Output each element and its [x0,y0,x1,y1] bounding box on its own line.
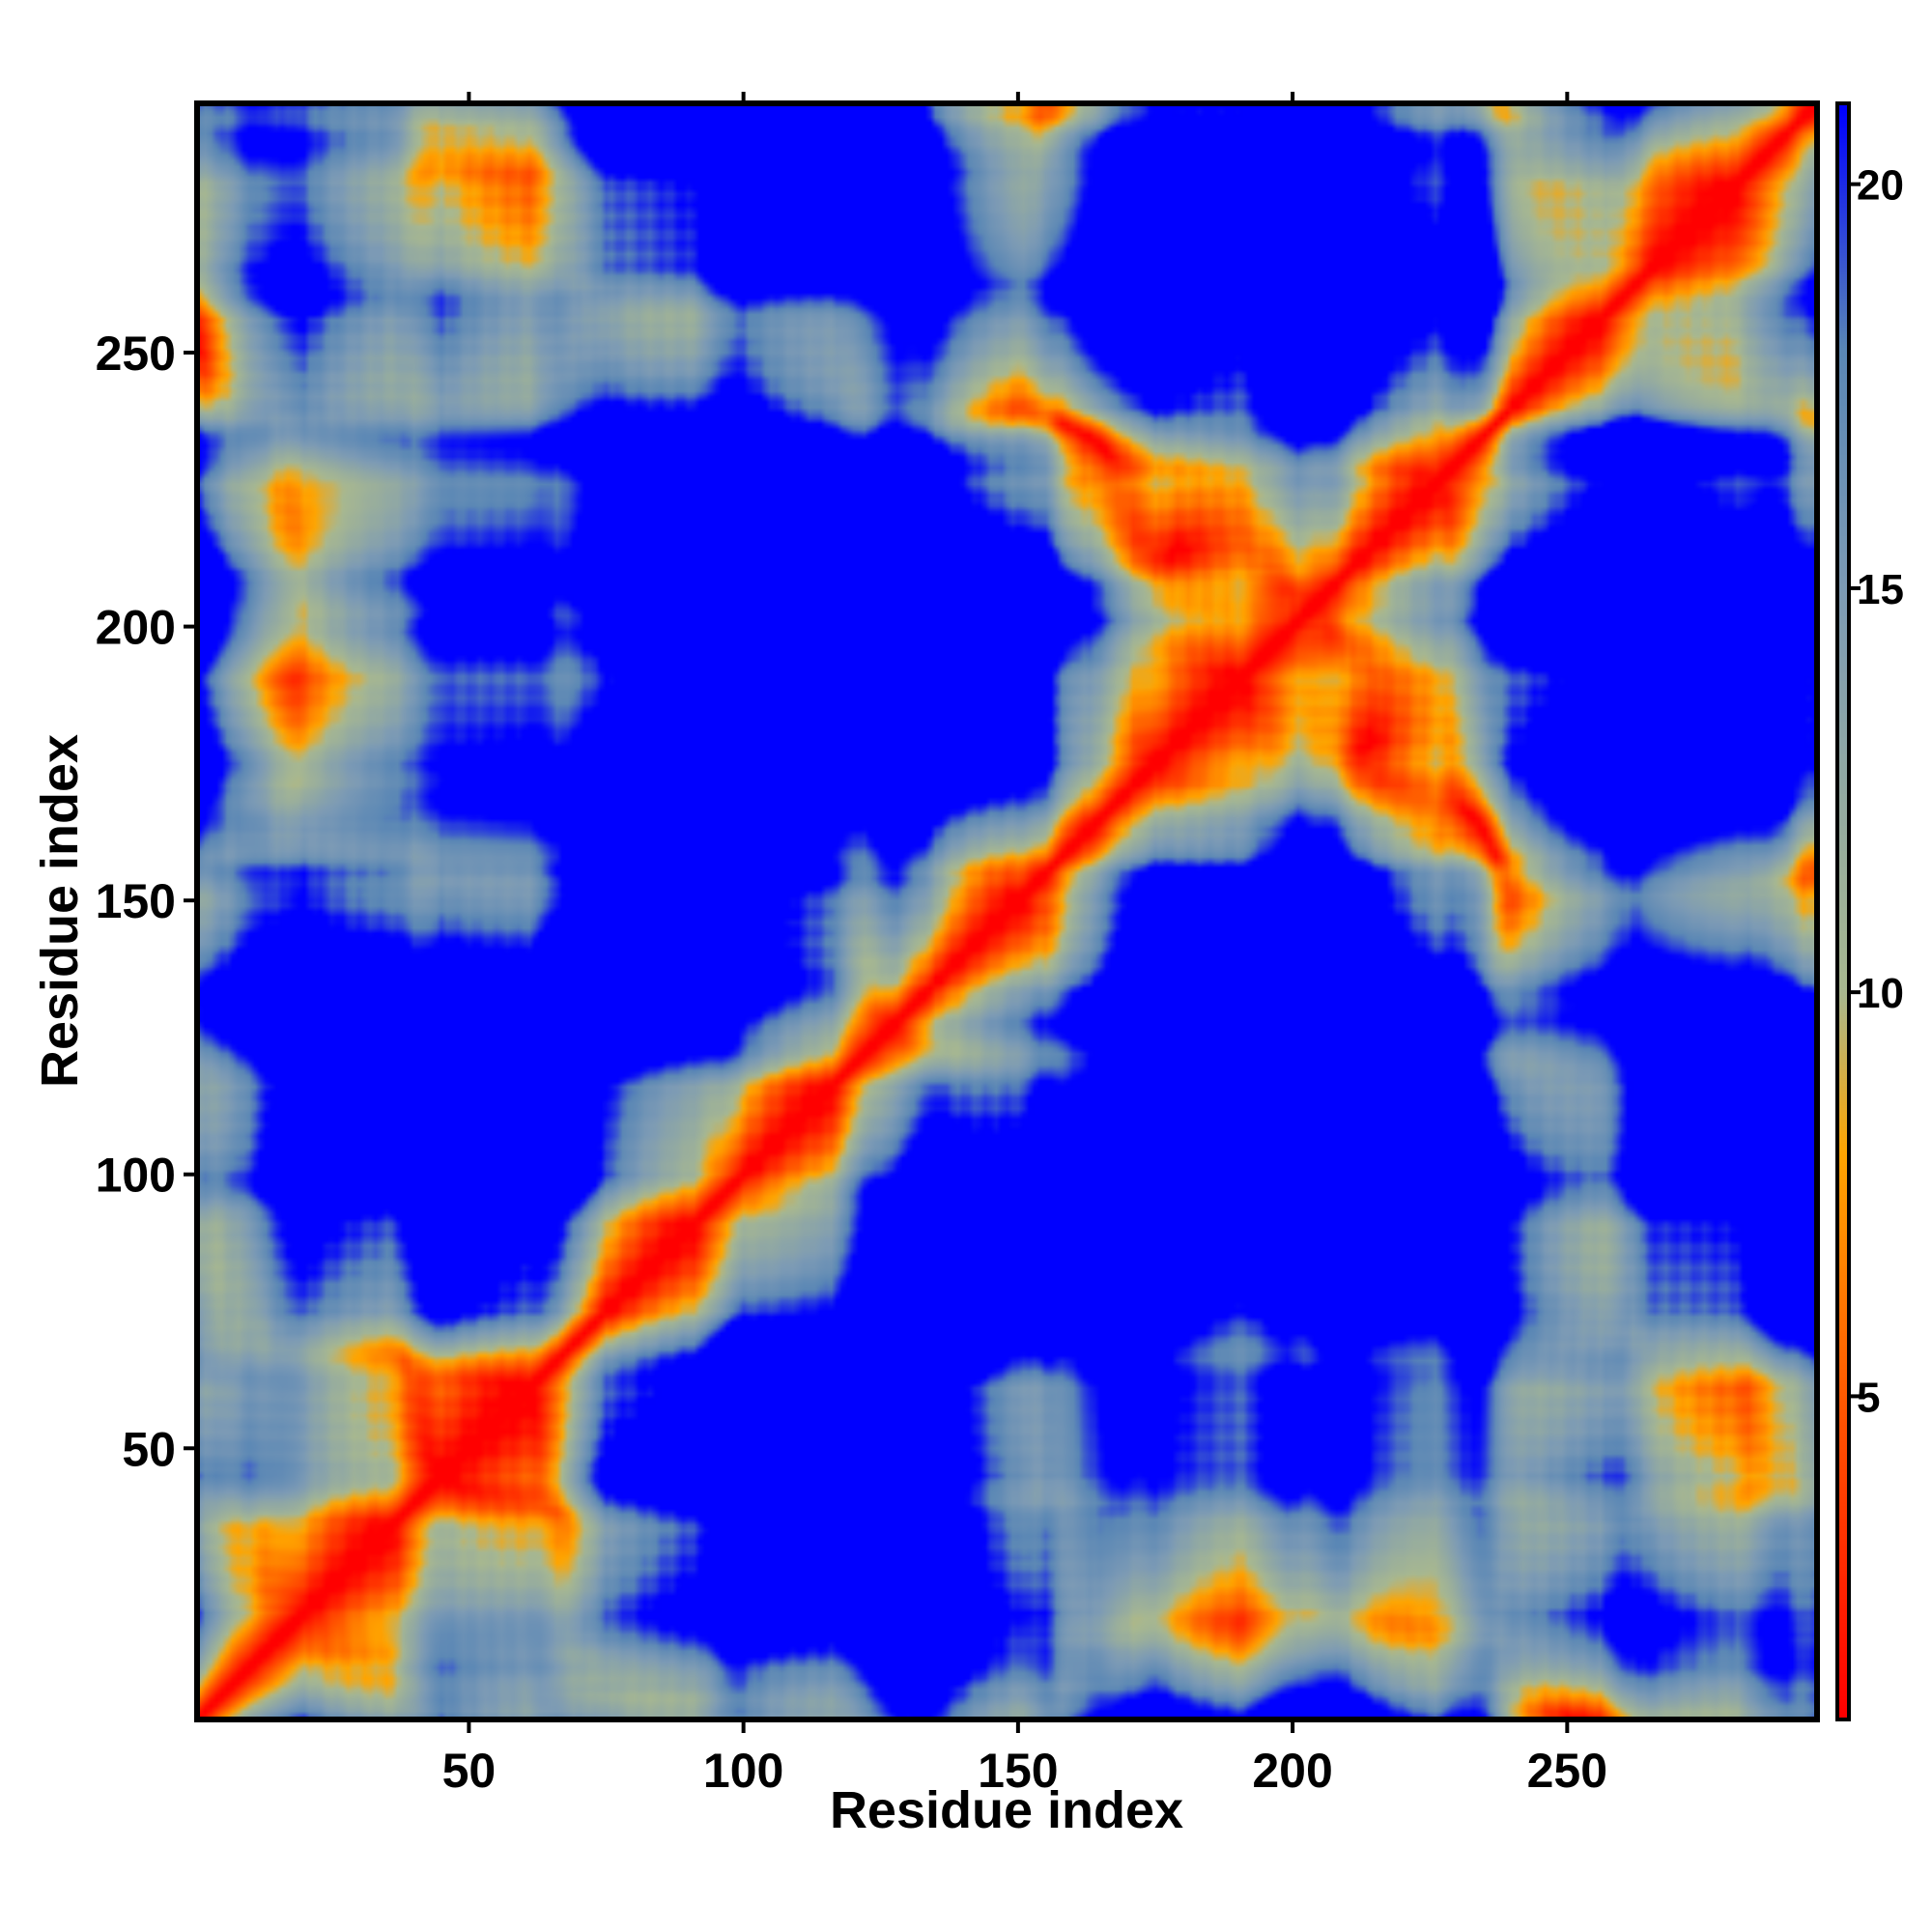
x-axis-ticks: 50 100 150 200 250 [442,92,1607,1798]
x-axis-title: Residue index [830,1781,1183,1839]
y-axis-ticks: 50 100 150 200 250 [96,327,197,1476]
colorbar-frame [1835,101,1851,1721]
colorbar: 5 10 15 20 [1835,101,1904,1721]
x-tick-label: 250 [1527,1744,1607,1798]
y-tick-label: 150 [96,874,176,928]
x-tick-label: 200 [1252,1744,1332,1798]
colorbar-tick-label: 5 [1857,1374,1880,1421]
colorbar-tick-label: 15 [1857,566,1904,613]
colorbar-ticks: 5 10 15 20 [1849,162,1904,1421]
plot-frame [194,100,1820,1722]
y-axis-title: Residue index [31,734,89,1088]
y-tick-label: 50 [122,1422,176,1476]
colorbar-tick-label: 10 [1857,970,1904,1017]
colorbar-tick-label: 20 [1857,162,1904,210]
x-tick-label: 150 [978,1744,1058,1798]
y-tick-label: 100 [96,1149,176,1203]
heatmap-image [197,103,1817,1719]
y-tick-label: 200 [96,601,176,655]
heatmap-cells [197,103,1817,1719]
x-tick-label: 50 [442,1744,497,1798]
x-tick-label: 100 [703,1744,783,1798]
colorbar-gradient [1837,103,1849,1719]
y-tick-label: 250 [96,327,176,381]
